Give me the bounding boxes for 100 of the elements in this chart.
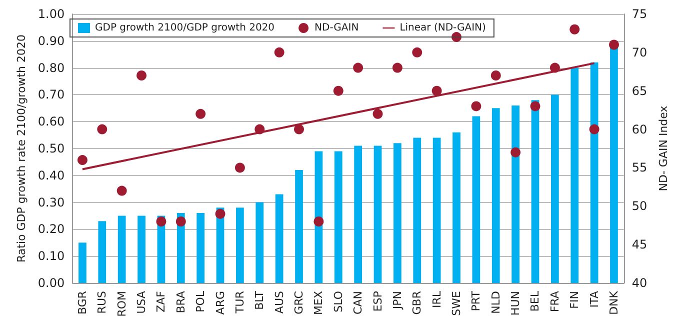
point [77,155,88,166]
point [609,40,619,50]
legend-label: GDP growth 2100/GDP growth 2020 [95,22,275,34]
x-tick-label: AUS [272,290,286,314]
x-tick-label: CAN [352,291,365,314]
bar [374,146,382,283]
point [392,62,402,73]
bar [98,221,106,283]
x-tick-label: NLD [489,291,502,314]
y-axis-title: Ratio GDP growth rate 2100/growth 2020 [15,34,28,262]
x-tick-label: BEL [528,290,542,312]
x-tick-label: ARG [214,291,227,315]
point [314,216,324,227]
x-tick-label: GRC [292,290,306,314]
y-tick-label: 0.40 [38,168,65,182]
x-tick-label: TUR [233,290,246,314]
bar [590,62,598,283]
point [196,108,206,119]
point [589,124,600,134]
x-tick-label: GBR [410,290,424,315]
y-tick-label: 1.00 [38,7,65,21]
y2-axis-title: ND- GAIN Index [657,105,670,192]
bar [256,202,264,283]
bar [610,46,618,283]
y2-tick-label: 65 [632,84,648,98]
point [530,101,540,112]
y2-tick-label: 45 [632,238,648,252]
point [372,108,383,119]
bar [452,132,460,283]
bar [138,216,146,283]
bar [118,216,126,283]
x-tick-label: DNK [607,290,620,315]
legend-label: Linear (ND-GAIN) [400,22,486,34]
point [234,162,245,173]
point [294,124,304,134]
x-tick-label: BRA [174,290,188,314]
x-tick-label: JPN [390,291,404,310]
point [254,124,265,134]
point [550,62,560,73]
point [412,47,422,58]
point [510,147,521,158]
x-tick-label: SLO [332,290,345,312]
point [432,86,442,96]
bar [472,116,480,283]
x-tick-label: FIN [568,291,582,309]
x-tick-label: IRL [430,290,444,308]
bar [334,151,342,283]
point [490,70,501,80]
legend-label: ND-GAIN [314,22,359,34]
x-tick-label: RUS [96,290,109,314]
point [274,47,284,58]
y2-tick-label: 75 [632,7,648,21]
x-tick-label: PRT [470,290,483,312]
x-tick-label: USA [135,290,148,314]
y2-tick-label: 55 [632,160,648,175]
bar [354,146,362,283]
x-tick-label: BGR [76,290,89,315]
x-tick-label: HUN [509,291,522,316]
bar [550,94,559,283]
y-tick-label: 0.80 [38,60,65,75]
point [176,216,186,227]
x-tick-label: ZAF [154,291,168,312]
bar [295,170,303,283]
bar [492,108,500,283]
point [333,86,344,96]
bar [78,242,86,283]
y2-tick-label: 40 [632,276,648,290]
bar [413,138,422,283]
x-tick-label: BLT [253,290,266,310]
x-tick-label: POL [194,290,208,312]
y-tick-label: 0.00 [38,276,65,290]
x-tick-label: ITA [588,290,601,308]
point [215,208,226,219]
bar [432,138,441,283]
point [570,24,580,34]
y-tick-label: 0.30 [38,195,65,210]
point [156,216,166,227]
bar [570,68,579,283]
point [353,62,364,73]
y2-tick-label: 50 [632,199,648,214]
y2-tick-label: 60 [632,122,648,136]
bar [531,100,540,283]
y2-tick-label: 70 [632,45,648,60]
point [136,70,147,80]
x-tick-label: MEX [312,290,326,315]
y-tick-label: 0.90 [38,34,65,48]
bar [236,208,244,283]
y-tick-label: 0.70 [38,88,65,102]
x-tick-label: SWE [450,290,463,316]
y-tick-label: 0.50 [38,142,65,156]
y-tick-label: 0.10 [38,249,65,264]
bar [512,105,520,283]
point [471,101,482,112]
x-tick-label: FRA [548,290,562,312]
point [97,124,108,134]
bar [394,143,402,283]
x-tick-label: ESP [371,290,384,312]
bar [275,194,284,283]
x-tick-label: ROM [115,291,128,317]
y-tick-label: 0.60 [38,114,65,129]
